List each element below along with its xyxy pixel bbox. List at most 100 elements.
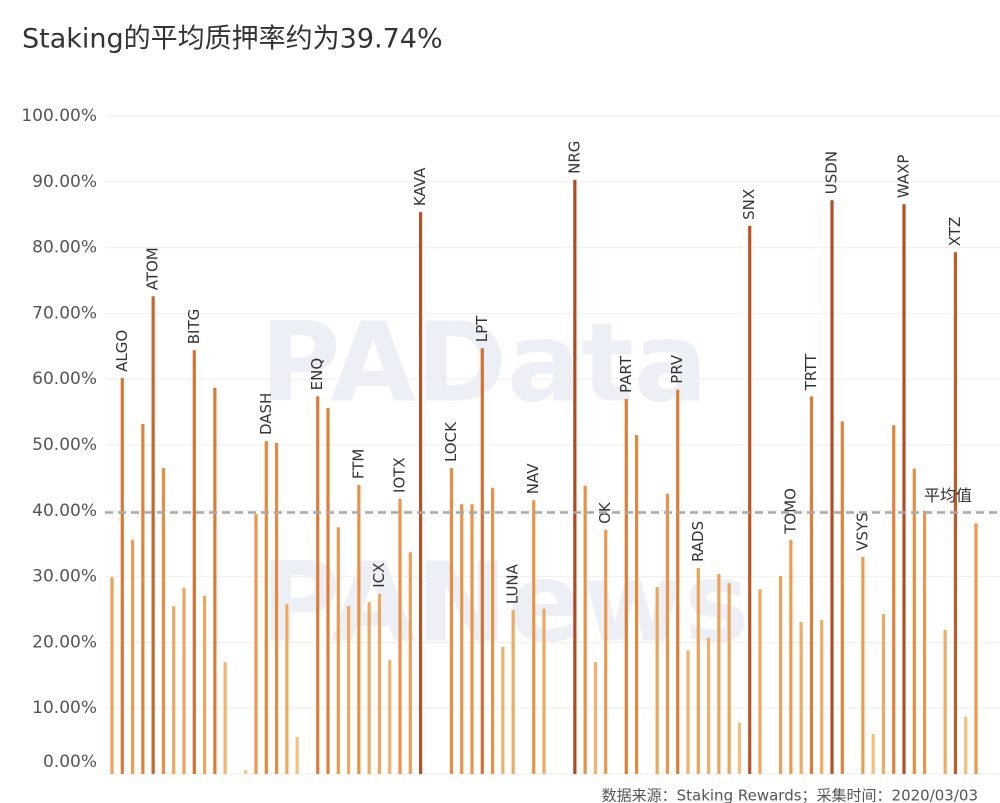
bar xyxy=(686,650,690,774)
bar xyxy=(892,425,896,774)
bar xyxy=(490,487,495,774)
bar-label: USDN xyxy=(823,151,841,194)
bar xyxy=(120,377,124,774)
bar xyxy=(542,608,546,774)
bar-label: XTZ xyxy=(946,217,964,246)
bar xyxy=(480,348,484,774)
bar-label: PART xyxy=(617,355,635,393)
bar xyxy=(881,614,886,774)
bar-label: ALGO xyxy=(113,330,131,372)
bar xyxy=(912,468,916,774)
y-tick-label: 10.00% xyxy=(32,698,97,718)
bar xyxy=(706,637,711,774)
bar xyxy=(295,737,299,774)
bar-label: ATOM xyxy=(144,247,162,290)
bar xyxy=(285,604,289,774)
chart-title: Staking的平均质押率约为39.74% xyxy=(22,24,443,55)
y-tick-label: 70.00% xyxy=(32,303,97,323)
bar-label: LPT xyxy=(473,315,491,342)
bar xyxy=(861,556,865,774)
bar xyxy=(244,770,248,774)
bar xyxy=(922,510,927,774)
bar-label: TOMO xyxy=(781,488,799,535)
bar xyxy=(583,485,587,774)
bar xyxy=(676,389,680,774)
bar xyxy=(182,587,186,774)
bar xyxy=(274,443,279,774)
bar xyxy=(758,589,762,774)
watermark: PAData xyxy=(260,298,708,426)
y-tick-label: 100.00% xyxy=(21,106,97,126)
source-note: 数据来源：Staking Rewards；采集时间：2020/03/03 xyxy=(602,787,978,803)
bar xyxy=(202,595,207,774)
bar xyxy=(655,587,659,774)
bar xyxy=(398,498,402,774)
average-label: 平均值 xyxy=(924,486,972,505)
y-tick-label: 30.00% xyxy=(32,567,97,587)
bar xyxy=(871,733,875,774)
bar xyxy=(316,396,320,774)
bar xyxy=(809,396,814,774)
bar xyxy=(161,468,166,774)
bar xyxy=(470,504,474,774)
bar-label: NRG xyxy=(565,141,583,174)
bar xyxy=(151,296,155,774)
bar xyxy=(604,529,608,774)
bar xyxy=(141,423,145,774)
bar-label: BITG xyxy=(185,309,203,345)
bar xyxy=(130,539,135,774)
bar xyxy=(820,620,824,774)
bar xyxy=(634,435,639,774)
bar xyxy=(789,539,793,774)
y-tick-label: 0.00% xyxy=(43,752,97,772)
bar xyxy=(778,575,783,774)
bar xyxy=(974,523,978,774)
bar xyxy=(727,583,731,774)
bar-label: ICX xyxy=(370,563,388,588)
bar-label: PRV xyxy=(668,354,686,384)
bar xyxy=(748,225,752,775)
bar xyxy=(367,602,371,774)
bar-label: ENQ xyxy=(308,358,326,391)
bar xyxy=(511,610,515,774)
bar-label: NAV xyxy=(524,463,542,495)
bar xyxy=(964,716,968,774)
y-tick-label: 90.00% xyxy=(32,172,97,192)
bar xyxy=(408,552,412,774)
bar-label: LOCK xyxy=(442,421,460,462)
bar xyxy=(902,204,906,774)
bar-label: TRTT xyxy=(802,353,820,391)
bar xyxy=(346,606,351,774)
bar-label: RADS xyxy=(689,521,707,562)
bar-label: KAVA xyxy=(411,167,429,206)
bar xyxy=(665,493,670,774)
bar xyxy=(449,468,454,774)
bar xyxy=(326,408,330,774)
bar-label: WAXP xyxy=(895,155,913,199)
bar xyxy=(943,629,947,774)
bar xyxy=(717,573,721,774)
bar xyxy=(840,421,844,774)
bar-label: SNX xyxy=(740,189,758,220)
bar xyxy=(573,179,577,775)
bar-label: FTM xyxy=(349,449,367,479)
bar xyxy=(388,660,392,774)
bar xyxy=(223,662,227,774)
bar xyxy=(254,514,258,774)
bar xyxy=(172,606,176,774)
bar xyxy=(460,504,464,774)
bar-label: VSYS xyxy=(853,512,871,550)
bar xyxy=(830,200,834,774)
bar-label: IOTX xyxy=(391,457,409,493)
bar xyxy=(696,568,700,774)
bar xyxy=(501,647,505,774)
bar-label: LUNA xyxy=(504,563,522,604)
bar xyxy=(213,387,217,774)
y-tick-label: 20.00% xyxy=(32,632,97,652)
y-tick-label: 50.00% xyxy=(32,435,97,455)
y-tick-label: 40.00% xyxy=(32,501,97,521)
bar xyxy=(737,722,742,774)
bar xyxy=(110,577,114,774)
bar xyxy=(377,593,382,774)
